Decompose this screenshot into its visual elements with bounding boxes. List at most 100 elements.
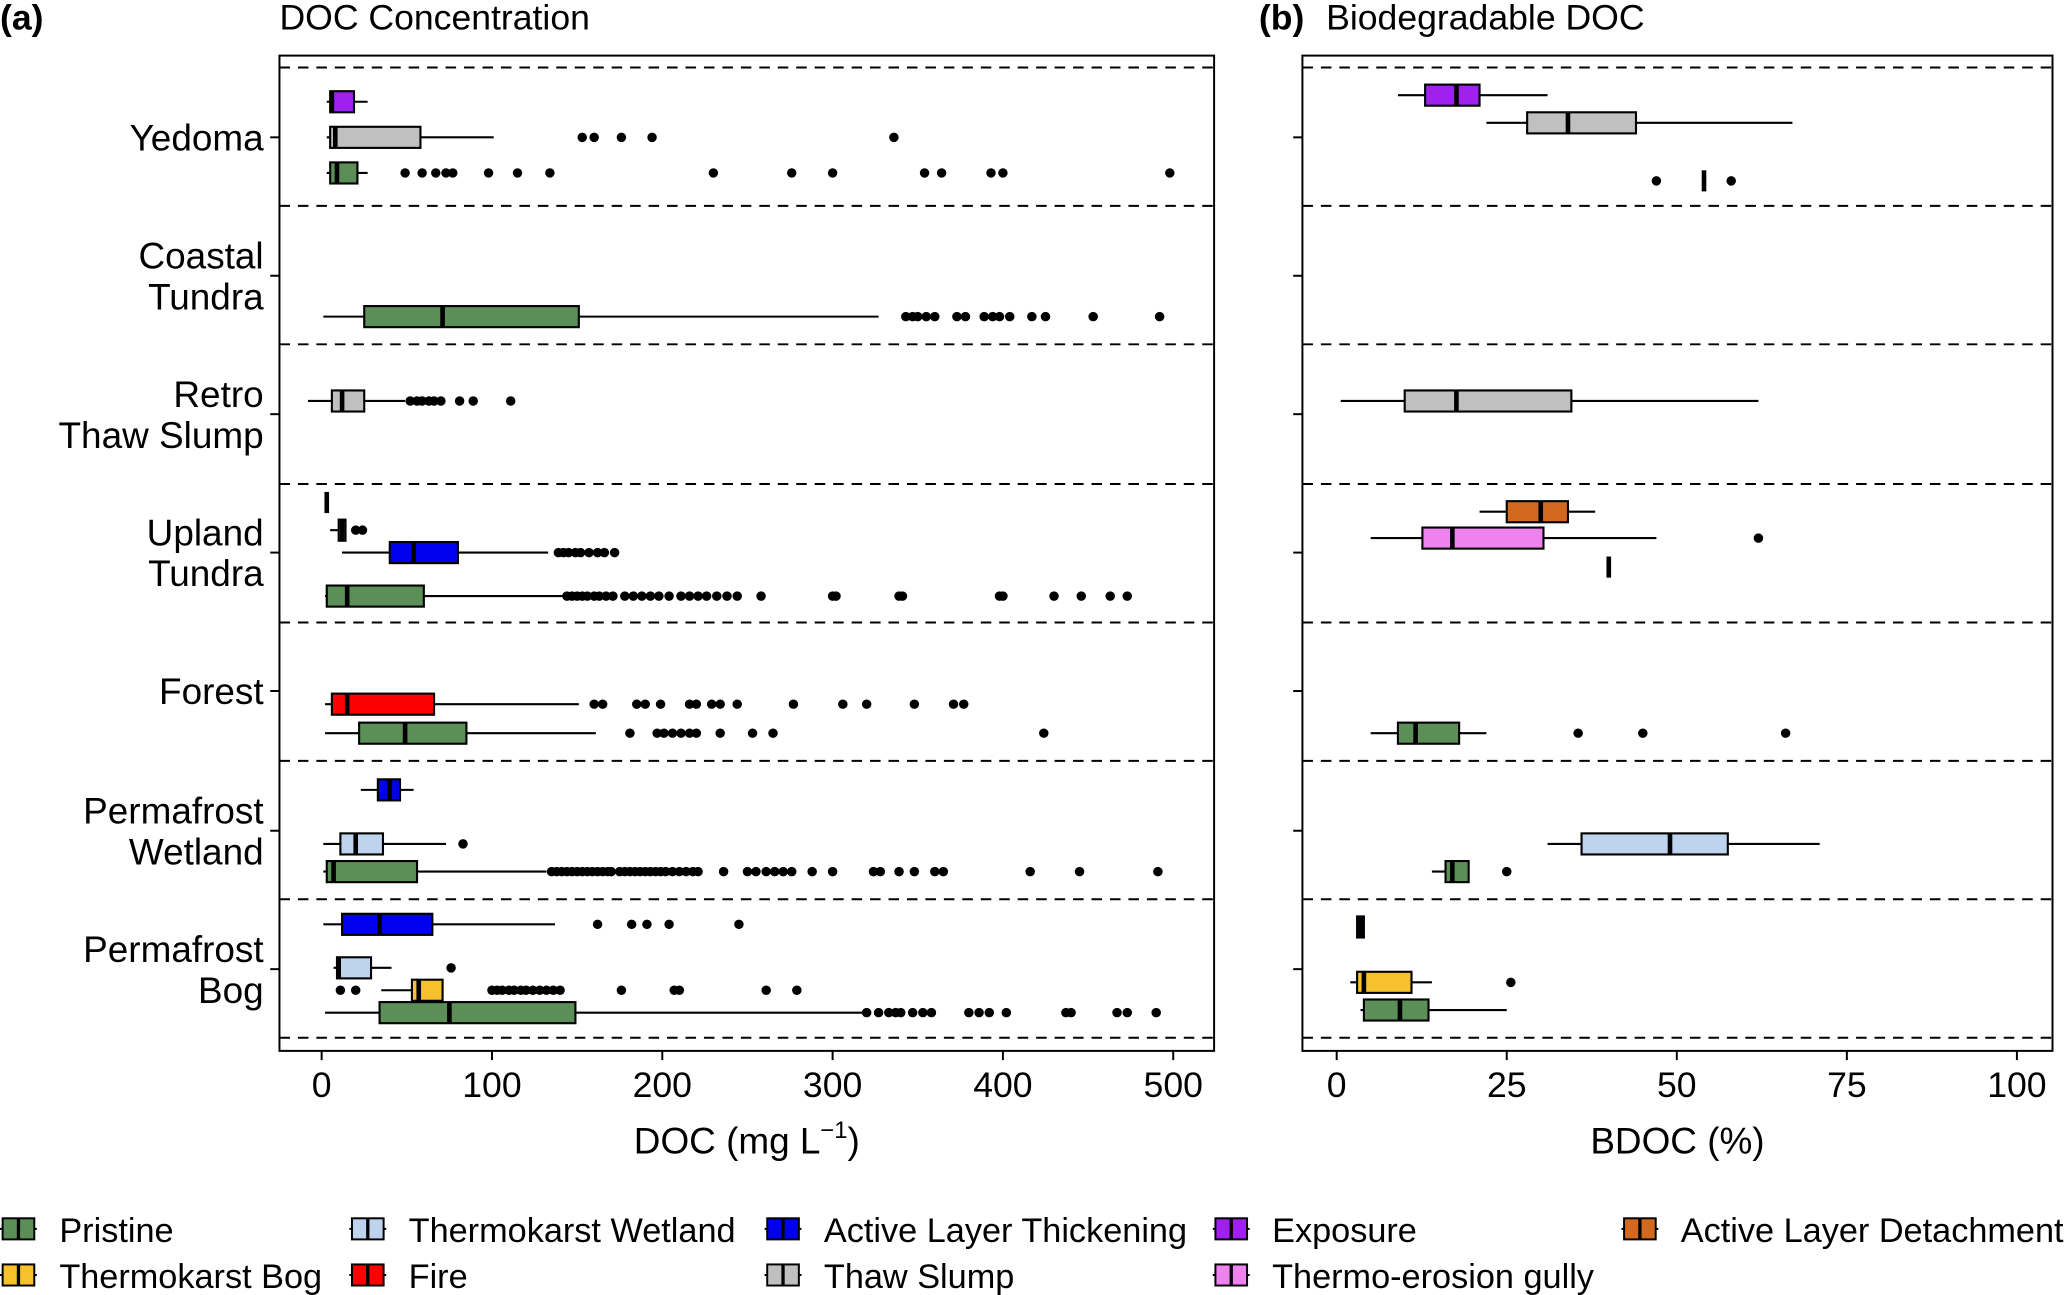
outlier-point xyxy=(1039,728,1049,738)
x-tick-label: 300 xyxy=(803,1065,862,1105)
outlier-point xyxy=(521,985,531,995)
outlier-point xyxy=(534,985,545,995)
box-iqr xyxy=(341,912,434,936)
outlier-point xyxy=(684,728,695,738)
outlier-point xyxy=(431,168,441,178)
outlier-point xyxy=(952,311,962,322)
x-tick-label: 50 xyxy=(1657,1065,1697,1105)
outlier-point xyxy=(684,591,695,601)
outlier-point xyxy=(827,866,838,877)
x-tick-label: 200 xyxy=(633,1065,692,1105)
outlier-point xyxy=(861,1007,872,1018)
outlier-point xyxy=(1753,533,1764,543)
outlier-point xyxy=(606,866,616,877)
outlier-point xyxy=(660,866,671,877)
outlier-point xyxy=(691,699,702,709)
box-thermokarst-bog xyxy=(335,978,802,1002)
outlier-point xyxy=(987,311,998,322)
outlier-point xyxy=(335,985,346,995)
legend-label: Pristine xyxy=(59,1212,173,1250)
box-pristine xyxy=(323,305,1165,329)
outlier-point xyxy=(676,591,686,601)
box-active-layer-thickening xyxy=(1356,915,1365,939)
x-axis-label-end: ) xyxy=(847,1121,859,1162)
outlier-point xyxy=(722,591,732,601)
outlier-point xyxy=(616,985,627,995)
outlier-point xyxy=(884,1007,894,1018)
outlier-point xyxy=(448,168,458,178)
outlier-point xyxy=(1726,176,1736,186)
box-iqr xyxy=(363,305,580,329)
outlier-point xyxy=(505,396,516,406)
outlier-point xyxy=(548,985,559,995)
outlier-point xyxy=(1780,728,1791,738)
outlier-point xyxy=(676,728,686,738)
outlier-point xyxy=(497,985,507,995)
box-thermokarst-wetland xyxy=(333,956,456,980)
box-thaw-slump xyxy=(1486,111,1793,135)
outlier-point xyxy=(655,699,666,709)
outlier-point xyxy=(979,311,989,322)
box-iqr xyxy=(1424,83,1481,107)
outlier-point xyxy=(1638,728,1648,738)
outlier-point xyxy=(948,699,959,709)
outlier-point xyxy=(599,547,610,558)
outlier-point xyxy=(1027,311,1037,322)
legend: Pristine Thermokarst Bog Thermokarst Wetla… xyxy=(0,1212,2064,1295)
box-iqr xyxy=(325,584,425,608)
box-thaw-slump xyxy=(308,389,516,413)
legend-item: Thaw Slump xyxy=(764,1258,1014,1295)
outlier-point xyxy=(918,1007,928,1018)
outlier-point xyxy=(734,919,744,930)
outlier-point xyxy=(998,591,1008,601)
legend-item: Active Layer Thickening xyxy=(764,1212,1187,1250)
outlier-point xyxy=(555,985,565,995)
outlier-point xyxy=(616,132,627,143)
outlier-point xyxy=(742,866,753,877)
outlier-point xyxy=(913,311,923,322)
outlier-point xyxy=(350,985,361,995)
outlier-point xyxy=(584,547,594,558)
outlier-point xyxy=(664,591,674,601)
outlier-point xyxy=(626,919,637,930)
box-active-layer-thickening xyxy=(360,778,414,802)
outlier-point xyxy=(909,866,920,877)
outlier-point xyxy=(861,699,872,709)
outlier-point xyxy=(684,699,695,709)
outlier-point xyxy=(400,168,410,178)
legend-label: Active Layer Detachment xyxy=(1681,1212,2064,1250)
outlier-point xyxy=(788,699,799,709)
outlier-point xyxy=(1165,168,1175,178)
legend-label: Exposure xyxy=(1272,1212,1417,1250)
outlier-point xyxy=(620,591,630,601)
outlier-point xyxy=(706,699,717,709)
outlier-point xyxy=(827,168,838,178)
y-group-label: Wetland xyxy=(129,831,264,872)
outlier-point xyxy=(894,866,904,877)
legend-item: Thermokarst Bog xyxy=(0,1258,322,1295)
y-group-label: Permafrost xyxy=(83,929,263,970)
outlier-point xyxy=(631,699,642,709)
outlier-point xyxy=(838,699,848,709)
panel-label: (b) xyxy=(1259,0,1304,37)
outlier-point xyxy=(1122,591,1132,601)
box-pristine xyxy=(1360,998,1507,1022)
box-thaw-slump xyxy=(1340,389,1759,413)
x-tick-label: 500 xyxy=(1144,1065,1203,1105)
outlier-point xyxy=(597,699,608,709)
box-thermokarst-wetland xyxy=(1547,832,1820,856)
box-iqr xyxy=(329,161,359,185)
outlier-point xyxy=(1001,1007,1012,1018)
x-tick-label: 0 xyxy=(312,1065,332,1105)
box-thermo-erosion-gully xyxy=(1370,526,1764,550)
outlier-point xyxy=(563,547,574,558)
outlier-point xyxy=(873,1007,884,1018)
outlier-point xyxy=(1066,1007,1076,1018)
panel-a: (a) DOC Concentration 0 100 200 300 400 500 DOC … xyxy=(0,0,1216,1162)
outlier-point xyxy=(592,547,603,558)
box-iqr xyxy=(325,860,419,884)
box-thermokarst-bog xyxy=(1350,970,1516,994)
outlier-point xyxy=(1502,866,1512,877)
box-iqr xyxy=(388,540,459,565)
outlier-point xyxy=(889,132,899,143)
